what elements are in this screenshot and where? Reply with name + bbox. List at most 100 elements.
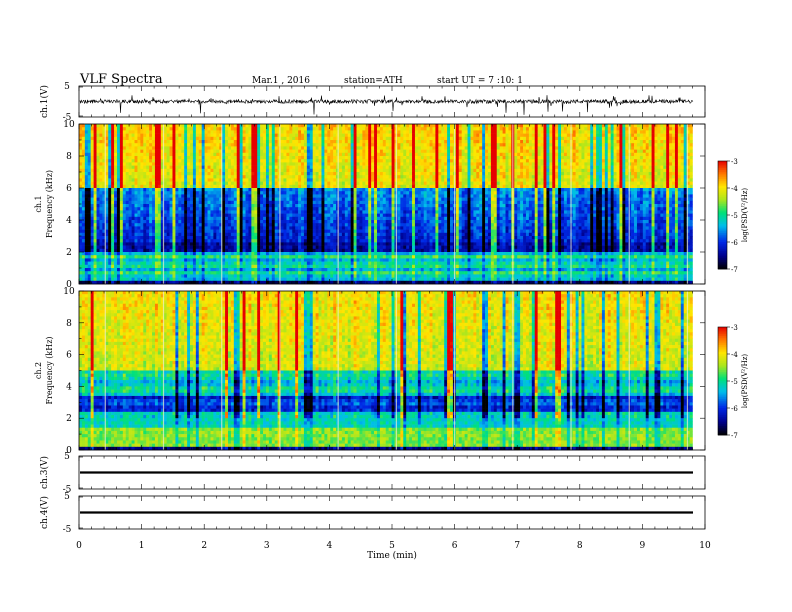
spectrogram-cell [333, 136, 337, 141]
spectrogram-cell [455, 156, 460, 160]
spectrogram-cell [651, 191, 655, 195]
spectrogram-cell [657, 143, 661, 147]
spectrogram-cell [444, 162, 448, 166]
spectrogram-cell [210, 181, 214, 186]
spectrogram-cell [669, 133, 673, 138]
spectrogram-cell [517, 156, 521, 160]
spectrogram-cell [169, 172, 173, 176]
spectrogram-cell [677, 181, 682, 186]
spectrogram-cell [263, 191, 267, 195]
spectrogram-cell [178, 197, 182, 202]
spectrogram-cell [388, 188, 392, 192]
spectrogram-cell [610, 184, 614, 189]
spectrogram-cell [572, 143, 576, 147]
spectrogram-cell [190, 162, 194, 166]
spectrogram-cell [663, 181, 667, 186]
spectrogram-cell [651, 127, 655, 131]
spectrogram-cell [508, 127, 512, 131]
spectrogram-cell [604, 175, 609, 179]
spectrogram-cell [301, 152, 305, 157]
spectrogram-cell [187, 127, 191, 131]
spectrogram-cell [572, 194, 576, 198]
spectrogram-cell [382, 178, 387, 182]
spectrogram-cell [160, 152, 165, 157]
spectrogram-cell [93, 172, 97, 176]
spectrogram-cell [359, 140, 363, 144]
spectrogram-cell [254, 156, 258, 160]
spectrogram-cell [298, 181, 302, 186]
spectrogram-cell [210, 133, 214, 138]
spectrogram-cell [178, 194, 182, 198]
spectrogram-cell [496, 143, 500, 147]
spectrogram-cell [260, 156, 264, 160]
spectrogram-cell [461, 162, 465, 166]
spectrogram-cell [549, 191, 553, 195]
spectrogram-cell [558, 149, 562, 154]
spectrogram-cell [543, 159, 547, 163]
spectrogram-cell [444, 184, 448, 189]
spectrogram-cell [245, 191, 249, 195]
spectrogram-cell [134, 181, 138, 186]
spectrogram-cell [558, 178, 562, 182]
spectrogram-cell [268, 136, 273, 141]
spectrogram-cell [417, 143, 422, 147]
spectrogram-cell [654, 149, 658, 154]
spectrogram-cell [599, 188, 603, 192]
spectrogram-cell [435, 188, 439, 192]
spectrogram-cell [207, 191, 211, 195]
spectrogram-cell [435, 194, 439, 198]
spectrogram-cell [525, 156, 530, 160]
spectrogram-cell [493, 168, 498, 173]
spectrogram-cell [487, 133, 492, 138]
spectrogram-cell [599, 172, 603, 176]
spectrogram-cell [339, 133, 343, 138]
spectrogram-cell [210, 178, 214, 182]
spectrogram-cell [251, 140, 255, 144]
spectrogram-cell [412, 130, 416, 134]
spectrogram-cell [514, 175, 518, 179]
spectrogram-cell [604, 140, 609, 144]
spectrogram-cell [301, 162, 305, 166]
spectrogram-cell [546, 181, 550, 186]
spectrogram-cell [432, 194, 436, 198]
spectrogram-cell [578, 178, 582, 182]
spectrogram-cell [479, 168, 483, 173]
spectrogram-cell [298, 146, 302, 150]
spectrogram-cell [566, 162, 571, 166]
spectrogram-cell [292, 172, 296, 176]
spectrogram-cell [581, 178, 585, 182]
spectrogram-cell [303, 152, 308, 157]
spectrogram-cell [496, 159, 500, 163]
spectrogram-cell [160, 172, 165, 176]
spectrogram-cell [379, 136, 384, 141]
spectrogram-cell [371, 159, 375, 163]
spectrogram-cell [566, 156, 571, 160]
spectrogram-cell [350, 124, 354, 128]
spectrogram-cell [631, 191, 635, 195]
spectrogram-cell [339, 191, 343, 195]
spectrogram-cell [330, 168, 334, 173]
wave1-waveform-line [79, 95, 694, 115]
spectrogram-cell [528, 168, 533, 173]
spectrogram-cell [417, 156, 422, 160]
spectrogram-cell [639, 178, 644, 182]
spectrogram-cell [122, 152, 127, 157]
spectrogram-cell [143, 152, 147, 157]
spectrogram-cell [636, 194, 641, 198]
spectrogram-cell [689, 146, 693, 150]
spectrogram-cell [596, 165, 600, 170]
spectrogram-cell [680, 156, 685, 160]
spectrogram-cell [531, 191, 536, 195]
spectrogram-cell [265, 172, 270, 176]
spectrogram-cell [225, 168, 229, 173]
spectrogram-cell [379, 175, 384, 179]
spectrogram-cell [119, 143, 124, 147]
spectrogram-cell [137, 133, 141, 138]
spectrogram-cell [412, 149, 416, 154]
spectrogram-cell [464, 159, 468, 163]
spectrogram-cell [426, 133, 430, 138]
spectrogram-cell [572, 165, 576, 170]
spectrogram-cell [149, 156, 153, 160]
spectrogram-cell [309, 194, 314, 198]
spectrogram-cell [160, 194, 165, 198]
